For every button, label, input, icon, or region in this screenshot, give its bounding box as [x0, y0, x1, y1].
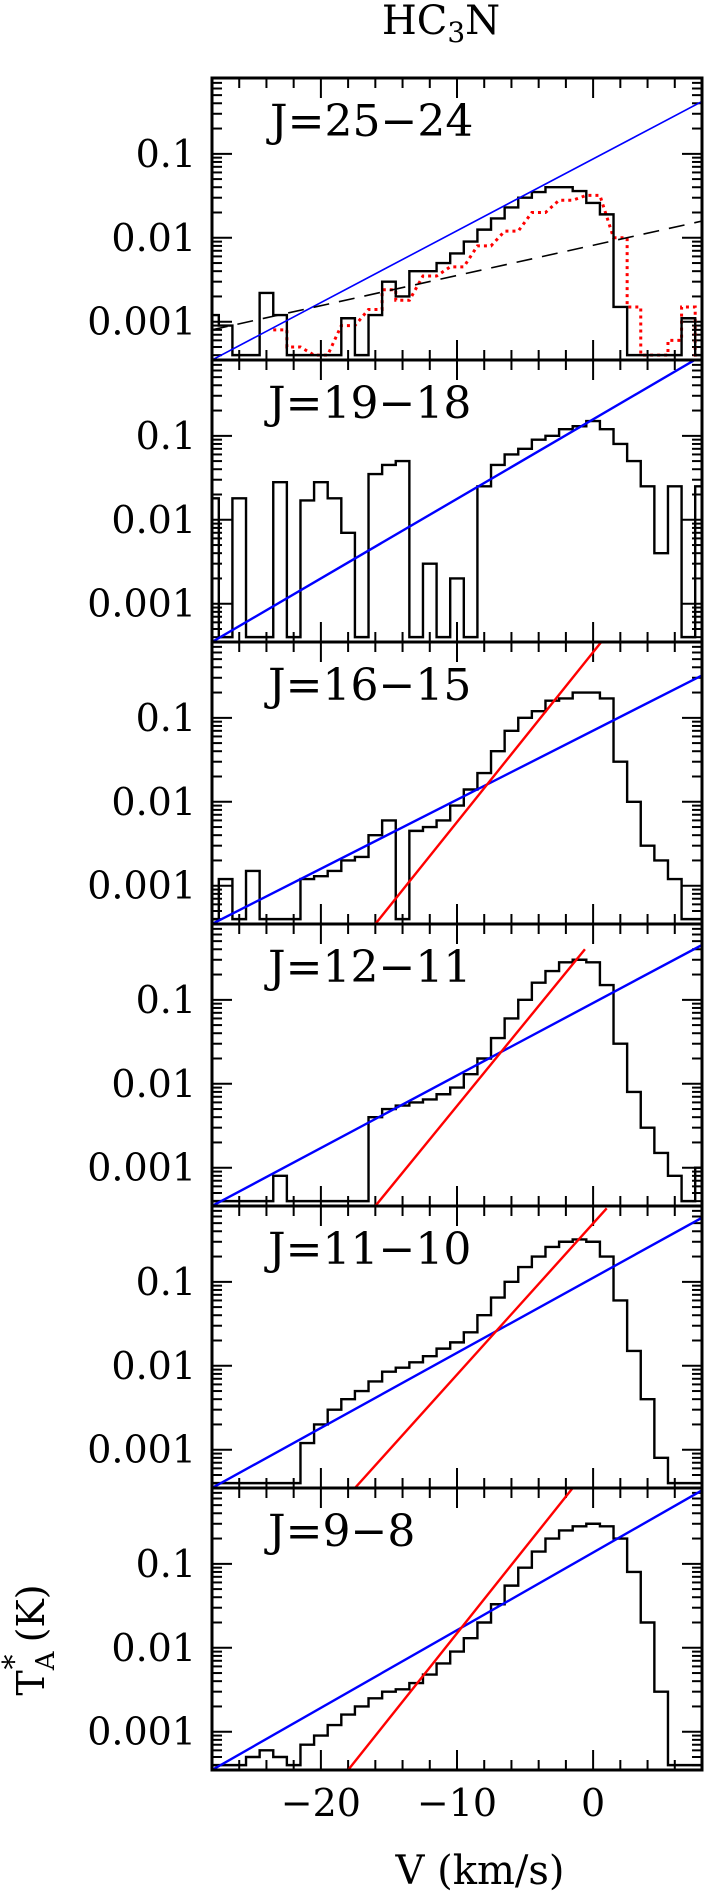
- y-tick-label: 0.1: [136, 132, 196, 176]
- ylabel-superscript: *: [0, 1654, 32, 1669]
- panel-4: 0.1 0.01 0.001 J=12−11: [87, 922, 704, 1208]
- ylabel-unit: (K): [9, 1584, 53, 1654]
- y-tick-label: 0.001: [87, 582, 196, 626]
- x-tick-label: 0: [581, 1781, 605, 1825]
- panel-1: 0.1 0.01 0.001 J=25−24: [87, 76, 704, 362]
- fit-line-blue: [212, 100, 702, 360]
- y-tick-label: 0.001: [87, 1428, 196, 1472]
- y-axis-label: TA* (K): [0, 1584, 61, 1695]
- title-base: HC: [382, 0, 448, 44]
- svg-text:TA* (K): TA* (K): [0, 1584, 61, 1695]
- x-axis-label: V (km/s): [395, 1848, 565, 1894]
- fit-line-red: [374, 642, 603, 924]
- spectrum-histogram: [212, 691, 702, 921]
- fit-line-red: [347, 1488, 574, 1770]
- panel-label: J=25−24: [266, 96, 473, 147]
- plot-area: [212, 100, 702, 360]
- y-tick-label: 0.001: [87, 300, 196, 344]
- fit-line-blue: [212, 1216, 702, 1488]
- title-subscript: 3: [447, 16, 465, 49]
- panel-label: J=16−15: [264, 660, 471, 711]
- panel-5: 0.1 0.01 0.001 J=11−10: [87, 1204, 704, 1490]
- spectrum-histogram: [212, 186, 702, 357]
- fit-line-blue: [212, 1489, 702, 1770]
- y-tick-label: 0.001: [87, 864, 196, 908]
- panels: 0.10.010.001J=25−240.10.010.001J=19−180.…: [87, 76, 704, 1825]
- figure-title: HC3N: [382, 0, 500, 49]
- y-tick-label: 0.01: [111, 1062, 196, 1106]
- y-tick-label: 0.1: [136, 1260, 196, 1304]
- panel-3: 0.1 0.01 0.001 J=16−15: [87, 640, 704, 926]
- plot-area: [212, 642, 702, 924]
- panel-label: J=19−18: [264, 378, 471, 429]
- panel-2: 0.1 0.01 0.001 J=19−18: [87, 358, 704, 644]
- spectrum-histogram: [212, 419, 702, 639]
- y-tick-label: 0.01: [111, 216, 196, 260]
- fit-line-black: [212, 220, 702, 331]
- ylabel-base: T: [9, 1670, 53, 1695]
- x-tick-label: −20: [281, 1781, 361, 1825]
- plot-area: [212, 943, 702, 1206]
- panel-label: J=9−8: [264, 1506, 415, 1557]
- spectrum-histogram: [212, 1522, 702, 1767]
- y-tick-label: 0.001: [87, 1710, 196, 1754]
- spectrum-histogram: [212, 958, 702, 1203]
- plot-area: [212, 360, 702, 642]
- y-tick-label: 0.001: [87, 1146, 196, 1190]
- title-suffix: N: [465, 0, 500, 44]
- y-tick-label: 0.01: [111, 1626, 196, 1670]
- plot-area: [212, 1207, 702, 1488]
- y-tick-label: 0.1: [136, 414, 196, 458]
- y-tick-label: 0.1: [136, 1542, 196, 1586]
- fit-line-red: [354, 1207, 608, 1488]
- y-tick-label: 0.1: [136, 978, 196, 1022]
- spectrum-histogram: [212, 1238, 702, 1485]
- fit-line-blue: [212, 674, 702, 924]
- x-tick-label: −10: [417, 1781, 497, 1825]
- panel-frame: [210, 1486, 704, 1772]
- panel-6: 0.1 0.01 0.001 J=9−8: [87, 1486, 704, 1772]
- fit-line-blue: [212, 360, 698, 642]
- panel-label: J=11−10: [264, 1224, 471, 1275]
- alt-spectrum: [273, 193, 702, 357]
- y-tick-label: 0.01: [111, 1344, 196, 1388]
- panel-label: J=12−11: [264, 942, 471, 993]
- y-tick-label: 0.01: [111, 780, 196, 824]
- plot-area: [212, 1488, 702, 1770]
- ylabel-subscript: A: [31, 1650, 61, 1671]
- y-tick-label: 0.01: [111, 498, 196, 542]
- y-tick-label: 0.1: [136, 696, 196, 740]
- fit-line-red: [374, 948, 586, 1206]
- fit-line-blue: [212, 943, 702, 1206]
